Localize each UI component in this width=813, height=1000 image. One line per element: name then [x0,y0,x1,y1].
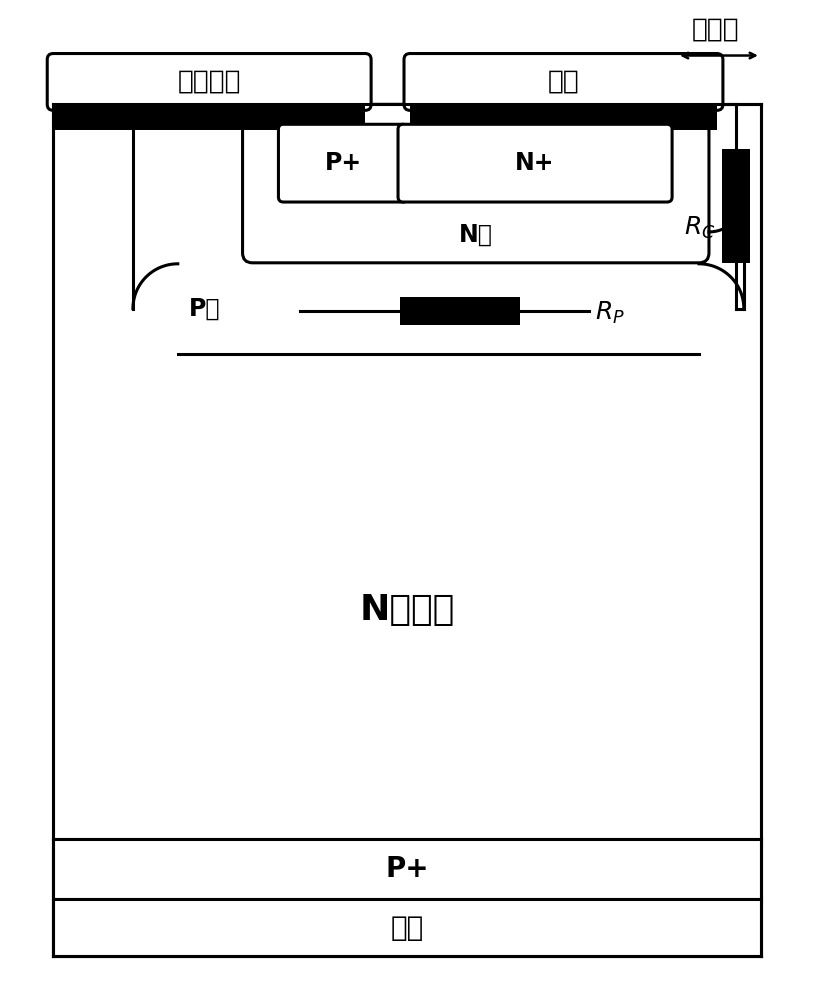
Text: N漂移区: N漂移区 [359,593,454,627]
FancyBboxPatch shape [47,54,371,110]
Text: N阱: N阱 [459,223,493,247]
FancyBboxPatch shape [398,124,672,202]
Text: 阴极: 阴极 [548,69,580,95]
Text: 多晶硬栀: 多晶硬栀 [177,69,241,95]
Text: P+: P+ [324,151,362,175]
Bar [722,149,750,263]
Bar [400,297,520,325]
FancyBboxPatch shape [278,124,408,202]
Bar [53,899,761,956]
Bar [410,104,717,130]
Text: P+: P+ [385,855,428,883]
Bar [53,104,365,130]
Text: $R_C$: $R_C$ [685,215,716,241]
Text: N+: N+ [515,151,554,175]
Bar [53,839,761,899]
FancyBboxPatch shape [404,54,723,110]
Text: $R_P$: $R_P$ [595,300,625,326]
Text: P阱: P阱 [189,297,220,321]
FancyBboxPatch shape [242,104,709,263]
Text: 阳极: 阳极 [390,914,424,942]
Text: 短路区: 短路区 [692,17,740,43]
